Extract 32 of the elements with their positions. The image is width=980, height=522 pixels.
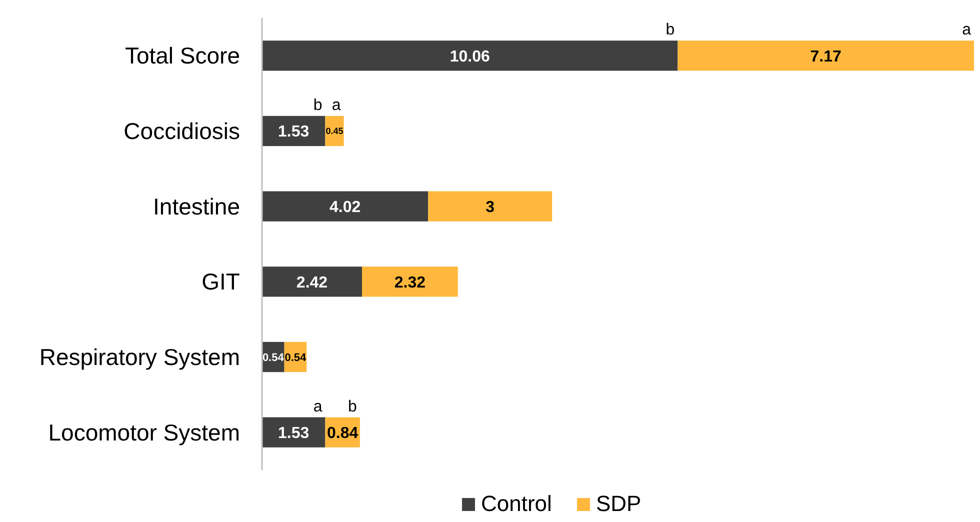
data-label: 1.53 (278, 424, 310, 442)
data-label: 2.42 (296, 274, 328, 292)
bar (678, 40, 974, 71)
data-label: 0.45 (326, 126, 344, 136)
data-label: 1.53 (278, 124, 310, 141)
bar (262, 191, 428, 222)
data-label: 0.54 (284, 352, 308, 364)
legend-label: SDP (596, 491, 642, 516)
bar (362, 266, 458, 297)
y-tick-label: GIT (202, 268, 240, 295)
y-tick-label: Total Score (124, 42, 240, 69)
bar (428, 191, 552, 222)
y-tick-label: Coccidiosis (124, 118, 240, 144)
bar (262, 40, 678, 71)
annotation: b (666, 22, 675, 39)
data-label: 2.32 (394, 274, 426, 292)
y-tick-label: Respiratory System (39, 344, 240, 370)
y-tick-label: Intestine (153, 193, 240, 220)
bar (262, 266, 362, 297)
annotation: a (962, 22, 972, 39)
data-label: 0.84 (327, 424, 358, 442)
y-tick-label: Locomotor System (48, 419, 240, 446)
data-label: 0.54 (262, 352, 285, 364)
data-label: 7.17 (810, 48, 842, 66)
annotation: b (313, 96, 322, 114)
data-label: 10.06 (450, 48, 490, 66)
legend-label: Control (481, 491, 552, 516)
annotation: a (313, 398, 322, 416)
data-label: 4.02 (329, 198, 361, 216)
annotation: a (332, 96, 341, 114)
data-label: 3 (486, 198, 495, 216)
annotation: b (348, 398, 358, 416)
